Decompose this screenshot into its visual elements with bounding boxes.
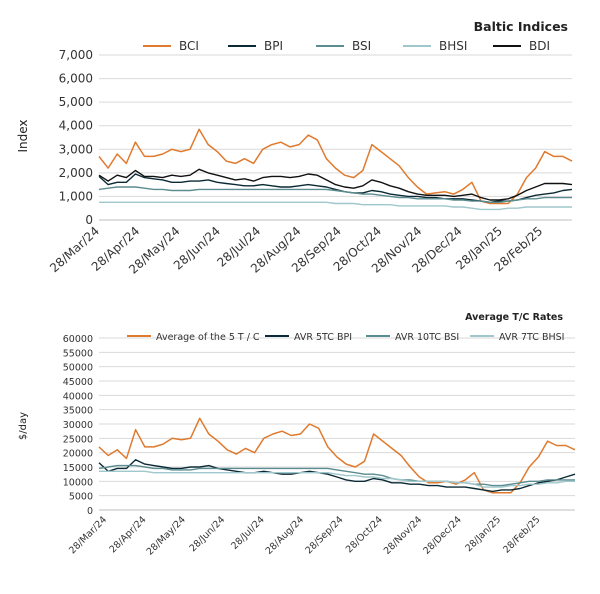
chart2-y-tick-label: 45000 [63,377,93,388]
chart1-legend-label: BDI [529,39,550,53]
chart2-legend-label: AVR 10TC BSI [395,332,459,343]
chart2-y-axis-label: $/day [18,412,29,440]
chart1-series-line-bpi [98,173,573,204]
chart2-x-tick-label: 28/Apr/24 [107,514,148,555]
chart2-x-tick-label: 28/Jan/25 [463,514,503,554]
chart2-x-tick-label: 28/Nov/24 [382,514,425,557]
chart1-y-tick-label: 1,000 [59,189,93,203]
chart2-y-tick-label: 60000 [63,334,93,345]
chart2-x-tick-label: 28/Feb/25 [501,514,542,555]
chart2-series-line-avr-5tc-bpi [98,459,576,493]
chart2-legend-label: AVR 5TC BPI [294,332,352,343]
chart1-y-tick-label: 0 [85,213,93,227]
chart1-y-tick-label: 7,000 [59,48,93,62]
chart2-y-tick-label: 35000 [63,406,93,417]
chart1-y-tick-label: 3,000 [59,142,93,156]
chart1-title: Baltic Indices [474,19,568,34]
chart2-y-tick-label: 50000 [63,363,93,374]
chart1-legend-label: BSI [352,39,371,53]
chart2-x-tick-label: 28/Oct/24 [344,514,385,555]
chart2-y-tick-label: 20000 [63,449,93,460]
chart2-series-line-avr-7tc-bhsi [99,470,575,488]
chart2-y-tick-label: 15000 [63,463,93,474]
chart1-y-tick-label: 2,000 [59,166,93,180]
chart1-y-tick-label: 5,000 [59,95,93,109]
chart1-series-line-bci [98,128,573,205]
chart2-y-tick-label: 10000 [63,477,93,488]
chart1-y-tick-label: 6,000 [59,72,93,86]
chart1-legend-label: BCI [179,39,199,53]
chart2-y-tick-label: 25000 [63,434,93,445]
chart2-y-tick-label: 0 [87,506,93,517]
chart2-x-tick-label: 28/Jun/24 [187,514,227,554]
chart2-x-tick-label: 28/Dec/24 [421,514,463,556]
chart1-y-axis-label: Index [16,119,30,152]
chart2-y-tick-label: 5000 [69,492,93,503]
chart2-x-tick-label: 28/Jul/24 [229,514,267,552]
chart2-legend-label: Average of the 5 T / C [156,332,260,343]
chart2-legend-label: AVR 7TC BHSI [499,332,564,343]
chart2-x-tick-label: 28/Mar/24 [67,514,109,556]
chart1-series-line-bhsi [99,201,572,211]
chart2-series-line-avr-10tc-bsi [98,464,575,487]
chart1-y-tick-label: 4,000 [59,119,93,133]
chart2-x-tick-label: 28/May/24 [145,514,188,557]
chart2-title: Average T/C Rates [465,312,563,323]
chart2-y-tick-label: 30000 [63,420,93,431]
chart2-y-tick-label: 40000 [63,391,93,402]
chart2-x-tick-label: 28/Sep/24 [303,514,345,556]
chart1-legend-label: BHSI [439,39,467,53]
chart2-x-tick-label: 28/Aug/24 [264,514,307,557]
chart2-y-tick-label: 55000 [63,348,93,359]
chart1-series-line-bdi [98,168,573,201]
chart1-series-line-bsi [98,186,572,204]
chart2-series-line-average-of-the-5-t-c [98,417,576,494]
chart1-legend-label: BPI [264,39,283,53]
